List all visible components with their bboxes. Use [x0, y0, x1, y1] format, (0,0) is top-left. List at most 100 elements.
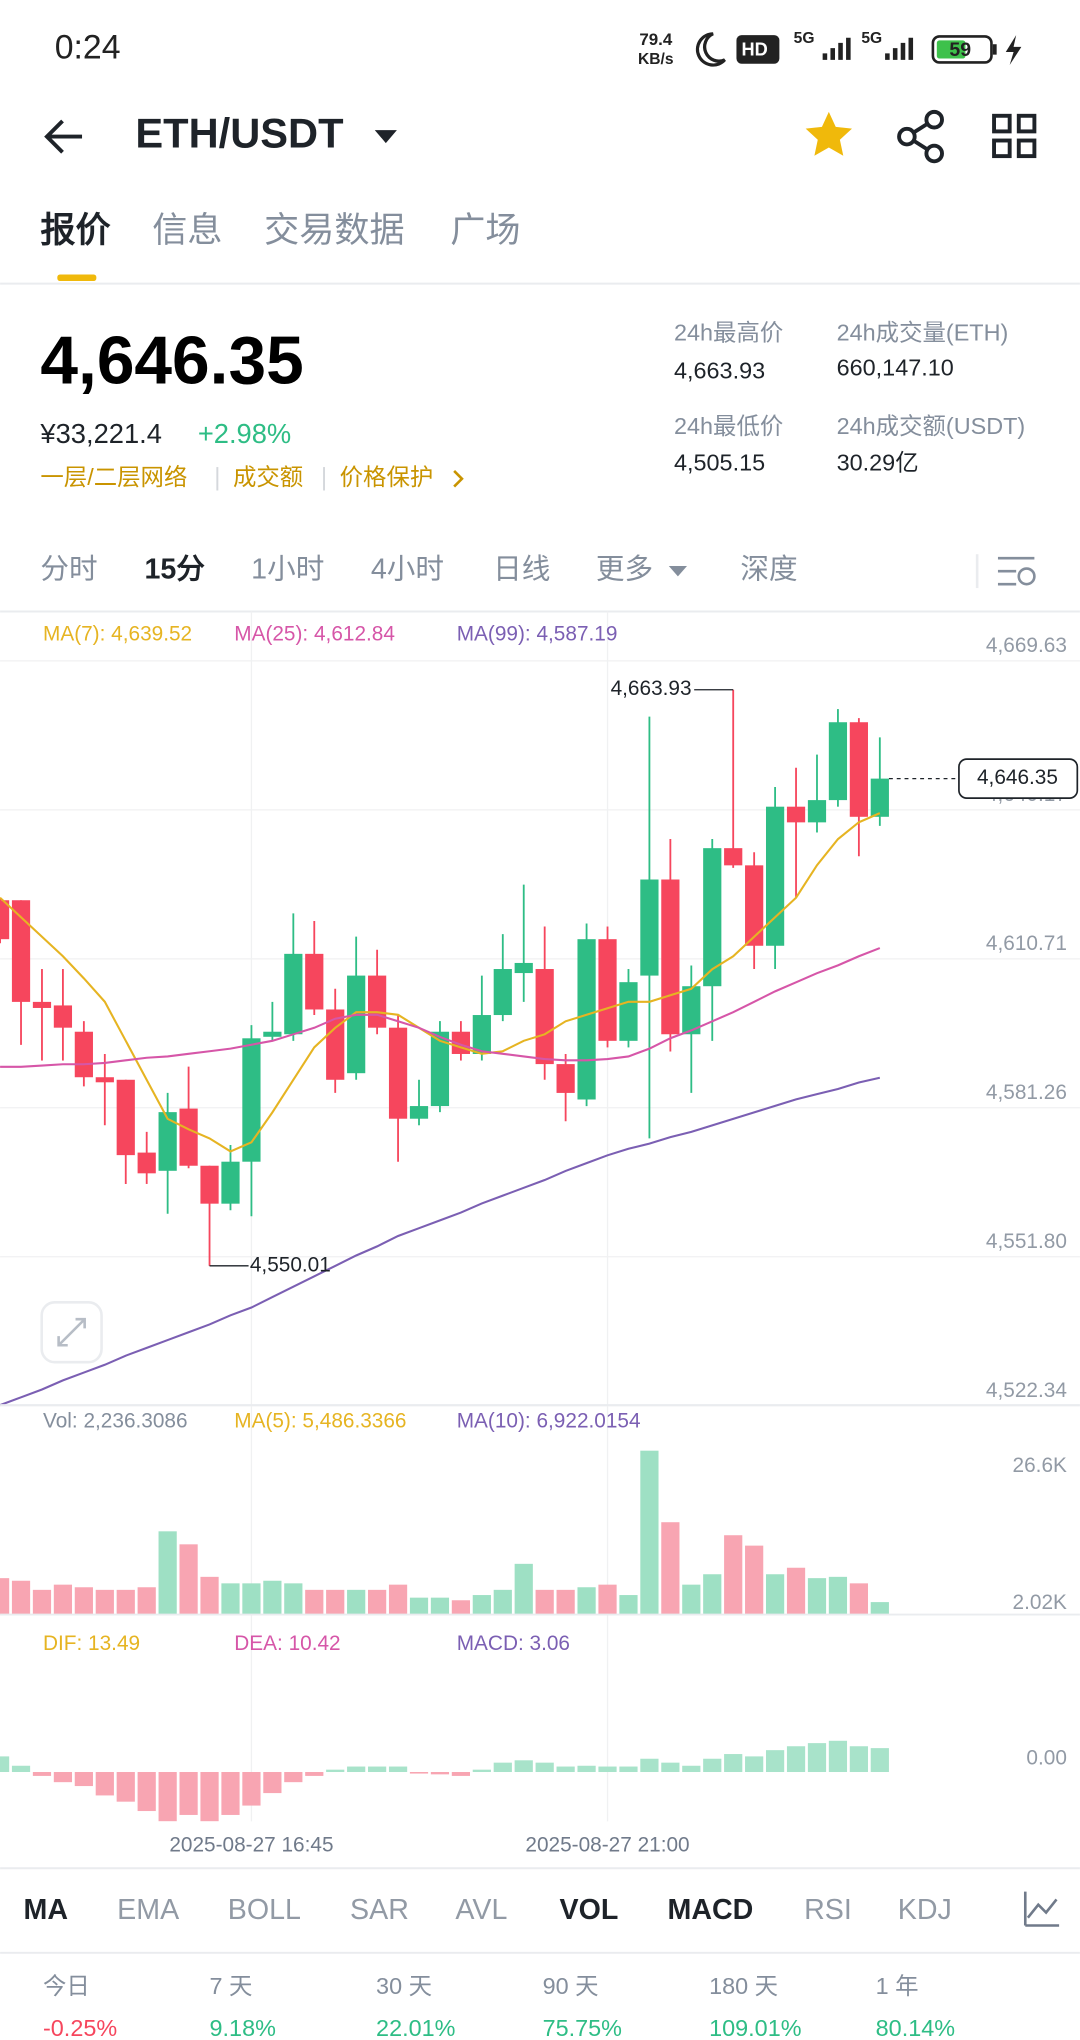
indicator-tab[interactable]: BOLL: [228, 1894, 301, 1926]
candle-body: [179, 1108, 198, 1166]
candle-body: [807, 800, 827, 823]
bar: [179, 1544, 198, 1615]
bar: [32, 1589, 52, 1615]
chart-settings[interactable]: [997, 556, 1036, 586]
candle-body: [472, 1015, 491, 1054]
ticker-link[interactable]: 一层/二层网络: [40, 464, 187, 490]
more-dropdown[interactable]: [668, 565, 688, 577]
legend-item: MA(25): 4,612.84: [234, 622, 395, 645]
share-node: [924, 143, 944, 164]
bar: [242, 1583, 261, 1615]
tab[interactable]: 报价: [40, 211, 111, 250]
stat-value: 660,147.10: [837, 355, 954, 381]
y-tick-label: 4,551.80: [986, 1230, 1067, 1253]
ma-line: [0, 947, 881, 1068]
legend-item: DEA: 10.42: [234, 1632, 340, 1655]
return-value: -0.25%: [43, 2015, 117, 2040]
bar: [137, 1772, 156, 1812]
pair-dropdown[interactable]: [374, 130, 397, 144]
stat-label: 24h最低价: [674, 413, 783, 439]
bar: [74, 1772, 93, 1787]
ma-line: [0, 812, 881, 1153]
indicator-tab[interactable]: MA: [23, 1894, 68, 1926]
share-node: [897, 126, 917, 147]
ticker-link[interactable]: 价格保护: [340, 464, 434, 490]
chevron: [453, 470, 464, 488]
candle-body: [409, 1106, 429, 1119]
return-period: 1 年: [876, 1973, 919, 1999]
bar: [388, 1584, 408, 1615]
bar: [724, 1535, 743, 1615]
tab[interactable]: 广场: [450, 211, 520, 250]
legend-item: MACD: 3.06: [457, 1632, 570, 1655]
return-period: 90 天: [543, 1973, 599, 1999]
bar: [724, 1754, 743, 1773]
bar: [745, 1545, 764, 1615]
bar: [577, 1587, 596, 1615]
bar: [137, 1587, 156, 1615]
tab[interactable]: 信息: [152, 211, 222, 250]
candle-body: [598, 939, 617, 1041]
ma-line: [0, 1076, 881, 1407]
y-tick-label: 4,581.26: [986, 1081, 1067, 1104]
interval-tab[interactable]: 更多: [596, 554, 653, 586]
indicator-tab[interactable]: SAR: [350, 1894, 409, 1926]
bar: [326, 1589, 345, 1615]
bar: [640, 1758, 659, 1773]
bar: [368, 1766, 387, 1773]
interval-tab[interactable]: 分时: [40, 554, 97, 586]
layout-button[interactable]: [992, 113, 1037, 159]
indicator-tab[interactable]: KDJ: [898, 1894, 952, 1926]
bar: [158, 1531, 177, 1615]
signal-icon: [822, 37, 851, 60]
net-speed: 79.4: [639, 30, 673, 49]
layout-cell: [1016, 138, 1037, 159]
back-button[interactable]: [44, 119, 83, 154]
candle-body: [137, 1152, 156, 1174]
bar: [179, 1772, 198, 1815]
interval-tab[interactable]: 深度: [740, 554, 797, 586]
indicator-tab[interactable]: AVL: [455, 1894, 507, 1926]
interval-tab[interactable]: 1小时: [251, 554, 324, 586]
bar: [0, 1756, 10, 1773]
indicator-tab[interactable]: EMA: [117, 1894, 180, 1926]
share-link: [912, 121, 929, 152]
indicator-tab[interactable]: VOL: [560, 1894, 619, 1926]
return-value: 109.01%: [709, 2015, 801, 2040]
stat-label: 24h最高价: [674, 320, 783, 346]
ticker-link[interactable]: 成交额: [233, 464, 303, 490]
candle-body: [0, 900, 10, 940]
candle-body: [849, 722, 868, 817]
bar: [326, 1769, 345, 1773]
indicator-settings[interactable]: [1023, 1891, 1060, 1927]
bar: [221, 1583, 240, 1615]
tab[interactable]: 交易数据: [264, 211, 404, 250]
bar: [11, 1765, 31, 1773]
share-button[interactable]: [897, 109, 944, 164]
legend-item: MA(5): 5,486.3366: [234, 1410, 406, 1433]
stat-label: 24h成交量(ETH): [837, 320, 1009, 346]
x-tick-label: 2025-08-27 16:45: [169, 1834, 333, 1857]
y-tick-label: 4,669.63: [986, 634, 1067, 657]
return-value: 9.18%: [210, 2015, 276, 2040]
last-price: 4,646.35: [40, 323, 303, 398]
candle-body: [514, 962, 533, 974]
bar: [74, 1587, 93, 1615]
bar: [221, 1772, 240, 1815]
y-tick-label: 0.00: [1026, 1746, 1066, 1769]
bar: [53, 1772, 73, 1783]
bar: [95, 1589, 114, 1615]
bar: [745, 1756, 764, 1773]
interval-tab[interactable]: 日线: [493, 554, 550, 586]
pair-title[interactable]: ETH/USDT: [135, 110, 343, 157]
indicator-tab[interactable]: RSI: [804, 1894, 852, 1926]
indicator-tab[interactable]: MACD: [668, 1894, 754, 1926]
bar: [472, 1769, 491, 1773]
candle-body: [242, 1038, 261, 1162]
return-period: 今日: [43, 1973, 90, 1999]
candle-body: [116, 1079, 135, 1156]
interval-tab[interactable]: 4小时: [371, 554, 444, 586]
favorite-star[interactable]: [805, 111, 852, 156]
bar: [682, 1584, 701, 1615]
interval-tab[interactable]: 15分: [144, 554, 205, 586]
